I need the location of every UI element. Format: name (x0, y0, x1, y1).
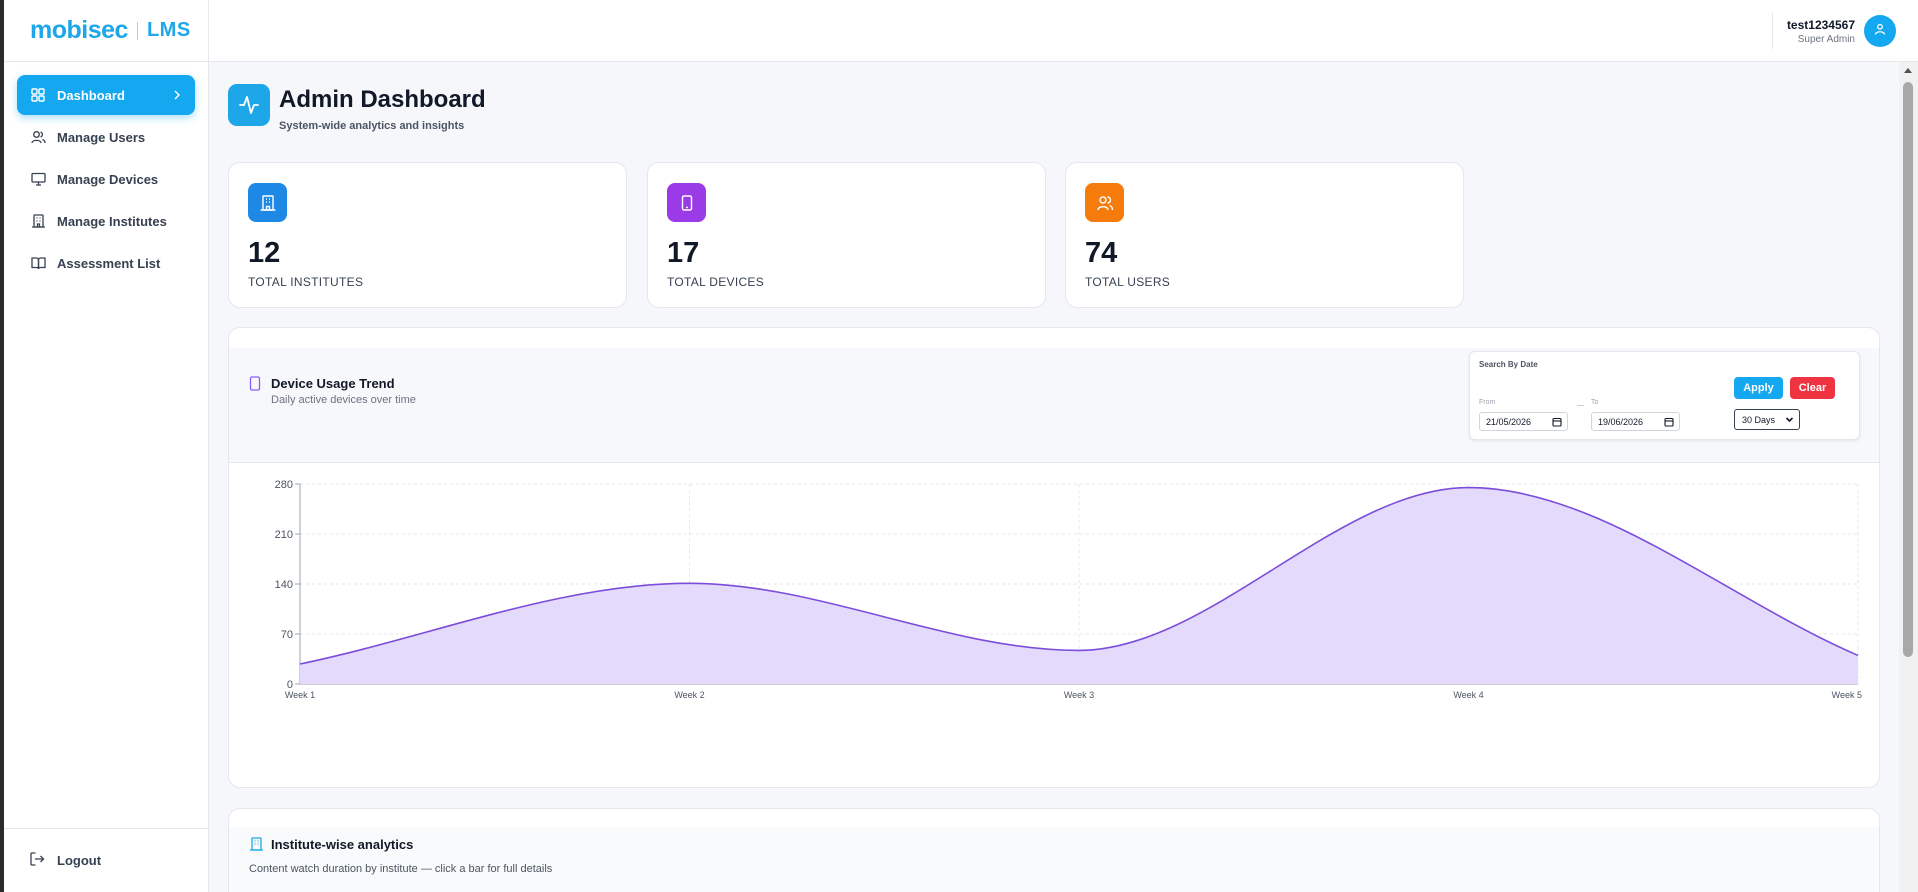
date-filter-panel: Search By Date From — To 21/05/2026 19/0… (1469, 351, 1860, 440)
sidebar-nav: Dashboard Manage Users Manage Devices Ma… (4, 62, 208, 283)
clear-button[interactable]: Clear (1790, 377, 1835, 399)
institute-title: Institute-wise analytics (271, 837, 414, 852)
sidebar-item-dashboard[interactable]: Dashboard (17, 75, 195, 115)
building-icon (249, 837, 264, 856)
page-subtitle: System-wide analytics and insights (279, 120, 465, 132)
page-header: Admin Dashboard System-wide analytics an… (228, 84, 486, 132)
top-header: test1234567 Super Admin (209, 0, 1918, 62)
institute-analytics-card: Institute-wise analytics Content watch d… (228, 808, 1880, 892)
page-title: Admin Dashboard (279, 86, 486, 113)
stat-card-institutes: 12 TOTAL INSTITUTES (228, 162, 627, 308)
stat-label: TOTAL INSTITUTES (248, 275, 364, 289)
calendar-icon[interactable] (1664, 417, 1674, 429)
building-icon (248, 183, 287, 222)
user-info: test1234567 Super Admin (1787, 18, 1855, 45)
from-date-value: 21/05/2026 (1486, 416, 1532, 427)
page-scrollbar[interactable] (1899, 62, 1918, 892)
logout-label: Logout (57, 852, 102, 868)
date-separator: — (1577, 402, 1584, 409)
user-icon (1874, 22, 1886, 40)
user-name: test1234567 (1786, 17, 1855, 32)
book-icon (30, 255, 46, 271)
range-select[interactable]: 30 Days (1734, 409, 1800, 430)
window-edge (0, 0, 4, 892)
trend-subtitle: Daily active devices over time (271, 394, 416, 406)
stat-card-users: 74 TOTAL USERS (1065, 162, 1464, 308)
institute-subtitle: Content watch duration by institute — cl… (249, 863, 553, 875)
x-tick-label: Week 3 (1064, 690, 1094, 700)
users-icon (30, 129, 46, 145)
sidebar-item-manage-users[interactable]: Manage Users (17, 117, 195, 157)
users-icon (1085, 183, 1124, 222)
apply-button[interactable]: Apply (1734, 377, 1783, 399)
from-label: From (1479, 399, 1496, 406)
logout-button[interactable]: Logout (17, 841, 196, 879)
sidebar-item-assessment-list[interactable]: Assessment List (17, 243, 195, 283)
sidebar-item-manage-institutes[interactable]: Manage Institutes (17, 201, 195, 241)
logout-section: Logout (4, 828, 209, 892)
stat-card-devices: 17 TOTAL DEVICES (647, 162, 1046, 308)
logout-icon (30, 852, 46, 868)
device-usage-trend-card: Device Usage Trend Daily active devices … (228, 327, 1880, 788)
device-usage-chart: 0 70 140 210 280 Week 1 Week 2 Week 3 Week 4 Week… (275, 479, 1862, 700)
user-menu[interactable]: test1234567 Super Admin (1771, 13, 1896, 49)
x-tick-label: Week 5 (1832, 690, 1862, 700)
sidebar-item-label: Manage Institutes (57, 213, 167, 229)
y-tick-label: 70 (281, 629, 293, 641)
x-tick-label: Week 1 (285, 690, 315, 700)
scrollbar-thumb[interactable] (1903, 82, 1913, 657)
stat-label: TOTAL USERS (1085, 275, 1171, 289)
sidebar: mobisec LMS Dashboard Manage Users Manag… (4, 0, 209, 892)
y-tick-label: 0 (287, 679, 293, 691)
calendar-icon[interactable] (1552, 417, 1562, 429)
chevron-down-icon (1785, 415, 1794, 426)
series-area (300, 487, 1858, 684)
monitor-icon (30, 171, 46, 187)
user-role: Super Admin (1797, 33, 1855, 45)
x-tick-label: Week 2 (674, 690, 704, 700)
sidebar-item-label: Dashboard (57, 87, 125, 103)
logo-main: mobisec (30, 16, 128, 44)
logo[interactable]: mobisec LMS (4, 0, 208, 62)
grid-icon (30, 87, 46, 103)
header-divider (1771, 13, 1773, 49)
chevron-right-icon (173, 88, 181, 103)
y-tick-label: 280 (275, 479, 293, 491)
tablet-icon (249, 376, 261, 396)
building-icon (30, 213, 46, 229)
stat-value: 17 (667, 237, 700, 269)
sidebar-item-label: Manage Users (57, 129, 146, 145)
tablet-icon (667, 183, 706, 222)
scroll-up-arrow-icon[interactable] (1904, 68, 1912, 73)
filter-title: Search By Date (1479, 360, 1538, 369)
from-date-input[interactable]: 21/05/2026 (1479, 412, 1568, 431)
sidebar-item-label: Assessment List (57, 255, 161, 271)
stat-label: TOTAL DEVICES (667, 275, 765, 289)
logo-separator (136, 21, 138, 40)
trend-card-header: Device Usage Trend Daily active devices … (229, 348, 1879, 463)
to-label: To (1591, 399, 1599, 406)
y-tick-label: 210 (275, 529, 293, 541)
sidebar-item-manage-devices[interactable]: Manage Devices (17, 159, 195, 199)
trend-title: Device Usage Trend (271, 376, 395, 391)
to-date-value: 19/06/2026 (1598, 416, 1644, 427)
institute-card-header: Institute-wise analytics Content watch d… (229, 827, 1879, 892)
range-select-value: 30 Days (1742, 414, 1776, 425)
activity-icon (228, 84, 270, 126)
x-tick-label: Week 4 (1453, 690, 1483, 700)
y-tick-label: 140 (275, 579, 293, 591)
series-line (299, 486, 1859, 665)
logo-suffix: LMS (146, 19, 191, 41)
to-date-input[interactable]: 19/06/2026 (1591, 412, 1680, 431)
avatar[interactable] (1864, 15, 1896, 47)
stat-value: 12 (248, 237, 281, 269)
stat-value: 74 (1085, 237, 1118, 269)
main-content: Admin Dashboard System-wide analytics an… (209, 62, 1899, 892)
sidebar-item-label: Manage Devices (57, 171, 159, 187)
